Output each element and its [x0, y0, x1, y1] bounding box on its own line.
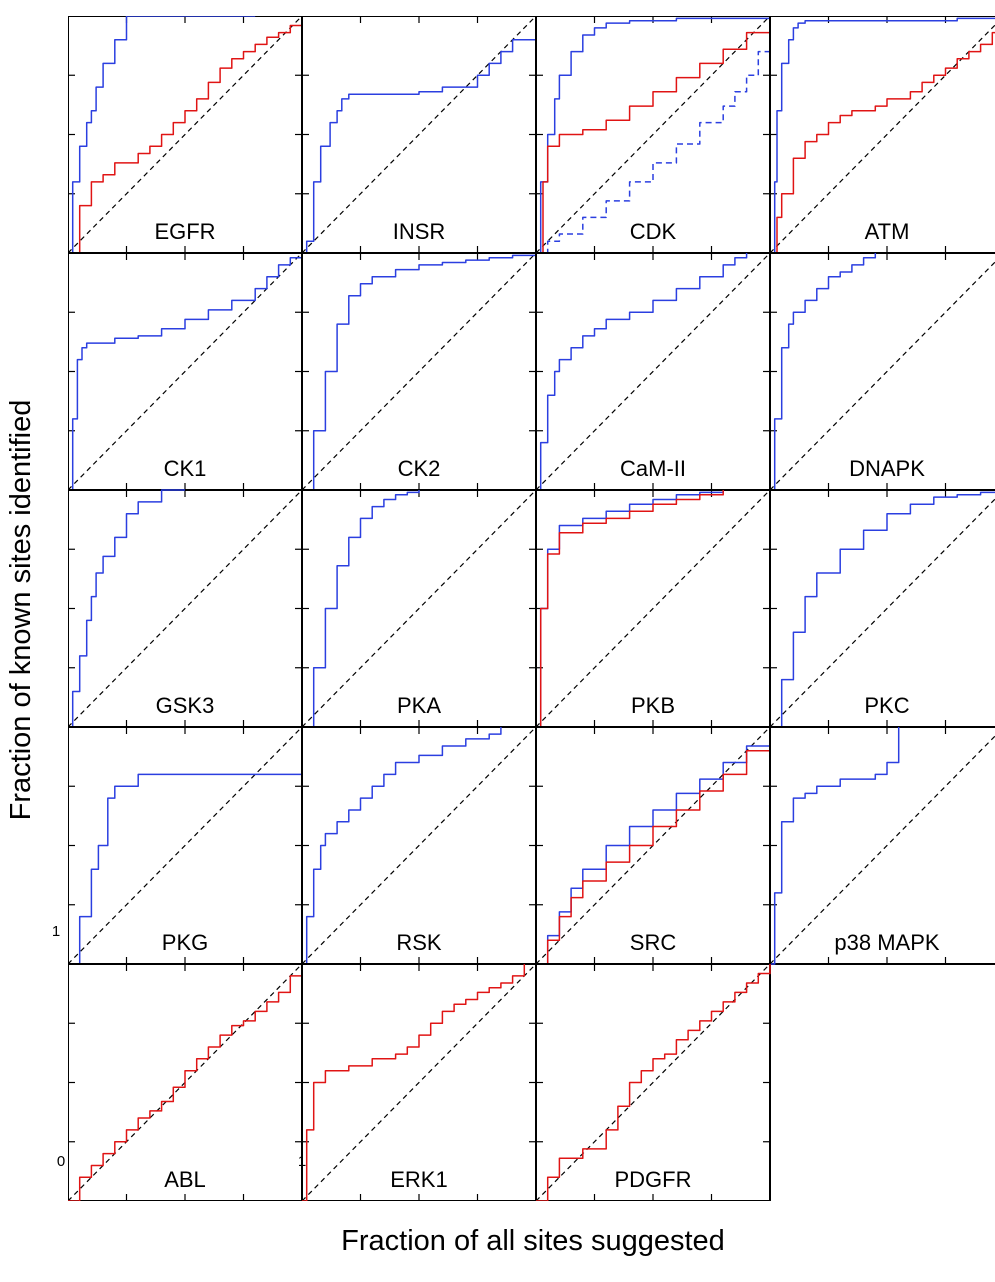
random-baseline-diagonal [68, 489, 303, 728]
series-line-red [536, 727, 771, 965]
random-baseline-diagonal [301, 489, 537, 728]
x-axis-title: Fraction of all sites suggested [341, 1225, 725, 1257]
random-baseline-diagonal [301, 963, 537, 1201]
panel-label: EGFR [154, 219, 215, 244]
series-line-red [536, 490, 724, 728]
series-line-blue [68, 773, 302, 965]
series-line-blue [302, 253, 537, 491]
panel-pkg: PKG [68, 726, 303, 965]
panel-grid: EGFR INSR CDK ATM CK1 CK2 CaM-II DNAPK GSK3 PKA PK… [68, 16, 995, 1201]
series-line-blue [770, 491, 995, 728]
panel-cdk: CDK [535, 16, 771, 254]
panel-label: INSR [393, 219, 446, 244]
random-baseline-diagonal [535, 963, 771, 1201]
panel-label: CaM-II [620, 456, 686, 481]
series-line-blue-dashed [536, 16, 771, 254]
panel-label: ABL [164, 1167, 206, 1192]
panel-label: CDK [630, 219, 677, 244]
series-line-blue [536, 253, 748, 491]
random-baseline-diagonal [769, 735, 995, 965]
random-baseline-diagonal [68, 726, 303, 965]
panel-pka: PKA [301, 489, 537, 728]
panel-dnapk: DNAPK [769, 252, 995, 491]
panel-abl: ABL [68, 963, 303, 1201]
x-end-tick-label: 1 [298, 1153, 306, 1170]
panel-egfr: EGFR [68, 16, 303, 254]
panel-pkc: PKC [769, 489, 995, 728]
y-end-tick-label: 1 [52, 923, 60, 940]
panel-label: ATM [865, 219, 910, 244]
panel-label: CK1 [164, 456, 207, 481]
panel-atm: ATM [769, 16, 995, 254]
series-line-blue [770, 727, 900, 965]
panel-src: SRC [535, 726, 771, 965]
panel-insr: INSR [301, 16, 537, 254]
panel-pdgfr: PDGFR [535, 963, 771, 1201]
series-line-blue [68, 489, 185, 728]
panel-label: RSK [396, 930, 442, 955]
series-line-blue [536, 16, 771, 254]
random-baseline-diagonal [301, 16, 537, 254]
panel-label: PKG [162, 930, 208, 955]
panel-label: PKC [864, 693, 909, 718]
series-line-blue [302, 16, 537, 254]
random-baseline-diagonal [68, 16, 303, 254]
panel-erk1: ERK1 [301, 963, 537, 1201]
series-line-blue [536, 727, 771, 965]
x-origin-tick-label: 0 [57, 1153, 65, 1170]
y-axis-title: Fraction of known sites identified [5, 400, 37, 821]
panel-gsk3: GSK3 [68, 489, 303, 728]
panel-label: SRC [630, 930, 677, 955]
random-baseline-diagonal [769, 261, 995, 491]
random-baseline-diagonal [301, 252, 537, 491]
series-line-blue [302, 727, 502, 965]
panel-label: GSK3 [156, 693, 215, 718]
random-baseline-diagonal [535, 489, 771, 728]
panel-frame [769, 489, 995, 728]
series-line-blue [536, 490, 724, 728]
panel-cam-ii: CaM-II [535, 252, 771, 491]
panel-ck2: CK2 [301, 252, 537, 491]
series-line-red [770, 31, 995, 254]
panel-label: p38 MAPK [834, 930, 939, 955]
panel-ck1: CK1 [68, 252, 303, 491]
random-baseline-diagonal [535, 252, 771, 491]
series-line-blue [302, 490, 420, 728]
panel-label: ERK1 [390, 1167, 447, 1192]
series-line-blue [68, 16, 256, 254]
series-line-blue [770, 253, 877, 491]
panel-p38-mapk: p38 MAPK [769, 726, 995, 965]
series-line-red [536, 964, 771, 1201]
panel-label: PKA [397, 693, 441, 718]
series-line-blue [68, 253, 303, 491]
panel-frame [769, 16, 995, 254]
series-line-red [302, 964, 526, 1201]
series-line-red [68, 964, 303, 1201]
panel-rsk: RSK [301, 726, 537, 965]
random-baseline-diagonal [769, 498, 995, 728]
panel-frame [769, 726, 995, 965]
panel-label: PDGFR [615, 1167, 692, 1192]
series-line-red [68, 16, 303, 254]
panel-label: CK2 [398, 456, 441, 481]
random-baseline-diagonal [769, 24, 995, 254]
panel-label: DNAPK [849, 456, 925, 481]
panel-frame [769, 252, 995, 491]
panel-pkb: PKB [535, 489, 771, 728]
random-baseline-diagonal [68, 252, 303, 491]
series-line-blue [770, 17, 995, 254]
panel-label: PKB [631, 693, 675, 718]
series-line-red [536, 16, 771, 254]
random-baseline-diagonal [535, 16, 771, 254]
random-baseline-diagonal [301, 726, 537, 965]
